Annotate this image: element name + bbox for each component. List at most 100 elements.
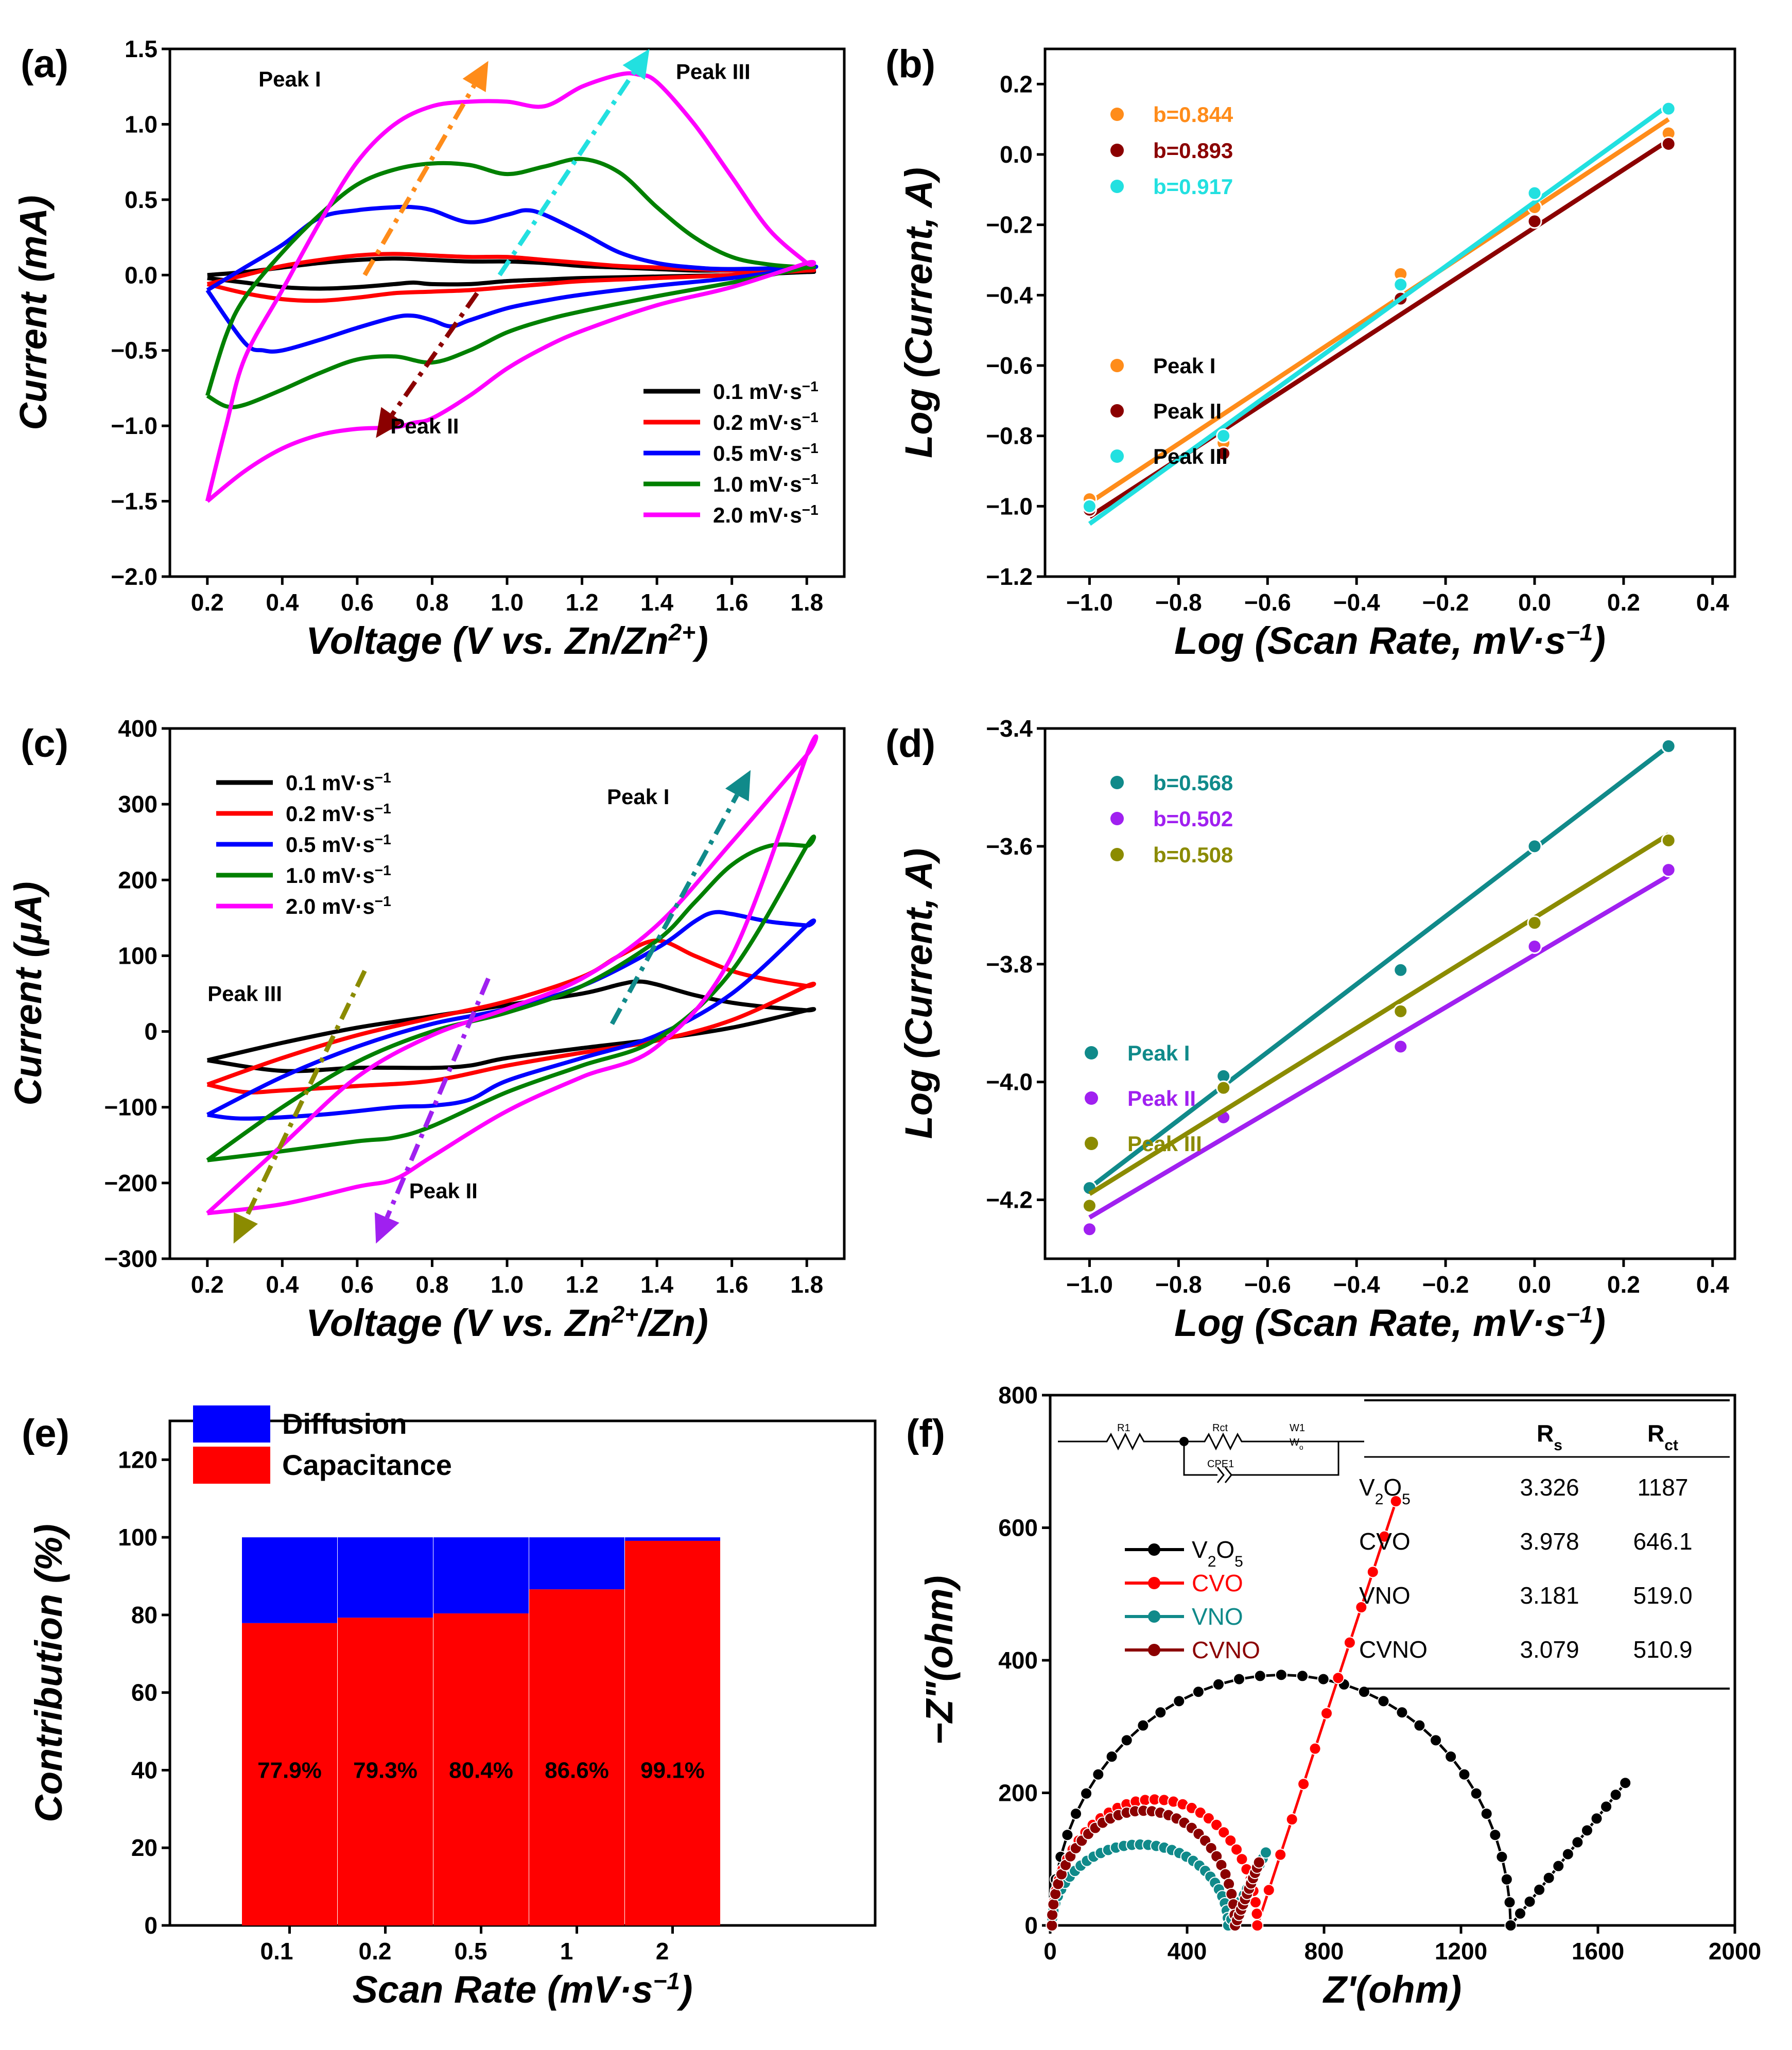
- x-tick-label: 2000: [1709, 1938, 1761, 1965]
- nyquist-point: [1470, 1787, 1483, 1800]
- y-tick-label: −200: [104, 1170, 158, 1196]
- x-tick-label: 1.2: [566, 1271, 599, 1298]
- bar-capacitance: [529, 1589, 624, 1925]
- legend-label-sub: 2: [1208, 1553, 1216, 1570]
- nyquist-point: [1504, 1919, 1517, 1932]
- y-tick-label: −3.6: [986, 833, 1033, 860]
- peak-arrow-line: [362, 84, 477, 276]
- nyquist-point: [1590, 1812, 1603, 1825]
- cv-curve-1.0: [205, 157, 816, 409]
- table-header-main: R: [1537, 1420, 1554, 1447]
- circuit-label-rct: Rct: [1212, 1422, 1228, 1434]
- x-tick-label: −0.8: [1155, 1271, 1202, 1298]
- y-tick-label: 60: [131, 1679, 158, 1706]
- nyquist-point: [1523, 1895, 1536, 1908]
- b-value-label: b=0.568: [1153, 771, 1233, 795]
- y-axis-title: Current (mA): [12, 195, 55, 430]
- x-tick-label: 800: [1304, 1938, 1344, 1965]
- x-tick-label: −0.4: [1333, 589, 1380, 616]
- legend-swatch: [193, 1405, 270, 1443]
- nyquist-point: [1500, 1873, 1513, 1886]
- legend-swatch: [193, 1447, 270, 1484]
- bar-data-label: 77.9%: [257, 1758, 322, 1783]
- table-header: Rct: [1647, 1420, 1678, 1454]
- circuit-label-w1: W1: [1290, 1422, 1305, 1434]
- peak-legend-label: Peak II: [1153, 399, 1222, 423]
- peak-arrow-label: Peak III: [676, 60, 751, 84]
- y-tick-label: −1.2: [986, 563, 1033, 590]
- peak-arrow-line: [385, 977, 491, 1219]
- fit-line: [1088, 832, 1670, 1196]
- data-point: [1082, 1222, 1097, 1237]
- nyquist-point: [1154, 1706, 1167, 1719]
- nyquist-point: [1430, 1734, 1442, 1747]
- nyquist-point: [1489, 1829, 1502, 1841]
- cv-curve-2.0: [206, 734, 819, 1215]
- nyquist-point: [1236, 1853, 1248, 1866]
- panel-label: (a): [21, 42, 68, 86]
- legend-label-main: 0.1 mV·s: [286, 771, 375, 795]
- nyquist-point: [1230, 1843, 1243, 1856]
- y-tick-label: 0: [144, 1912, 158, 1939]
- peak-legend-label: Peak I: [1153, 354, 1215, 378]
- nyquist-point: [1580, 1824, 1593, 1837]
- x-tick-label: 1200: [1435, 1938, 1487, 1965]
- legend-label-main: 0.5 mV·s: [713, 441, 802, 465]
- x-tick-label: 1600: [1572, 1938, 1624, 1965]
- x-tick-label: 0: [1043, 1938, 1057, 1965]
- y-tick-label: −1.5: [111, 488, 158, 515]
- x-tick-label: 1.6: [716, 1271, 749, 1298]
- table-cell-rs: 3.181: [1520, 1582, 1579, 1609]
- x-tick-label: 0.2: [1607, 589, 1640, 616]
- peak-legend-marker: [1110, 404, 1124, 418]
- legend-label-sup: −1: [802, 378, 819, 394]
- y-tick-label: −4.2: [986, 1187, 1033, 1213]
- nyquist-point: [1192, 1686, 1205, 1698]
- peak-legend-label: Peak III: [1127, 1132, 1202, 1156]
- table-header: Rs: [1537, 1420, 1562, 1454]
- table-row-name: CVNO: [1359, 1636, 1428, 1663]
- data-point: [1393, 1039, 1408, 1054]
- data-point: [1216, 1080, 1231, 1096]
- legend-label: 0.5 mV·s−1: [713, 440, 819, 466]
- y-axis-title: Log (Current, A): [897, 167, 940, 458]
- nyquist-point: [1609, 1788, 1622, 1801]
- x-axis-title-sup: −1: [1566, 619, 1593, 646]
- nyquist-point: [1552, 1860, 1565, 1872]
- row-name-main: O: [1383, 1474, 1402, 1501]
- x-tick-label: 1.2: [566, 589, 599, 616]
- peak-legend-marker: [1110, 449, 1124, 463]
- legend-label-sup: −1: [375, 862, 391, 878]
- circuit-label-cpe: CPE1: [1207, 1458, 1234, 1470]
- legend-label-sup: −1: [802, 502, 819, 518]
- x-tick-label: 0.0: [1518, 589, 1551, 616]
- data-point: [1661, 136, 1676, 151]
- peak-arrow-head: [725, 770, 751, 802]
- nyquist-point: [1202, 1812, 1215, 1825]
- data-point: [1527, 839, 1542, 854]
- x-axis-title-main: Log (Scan Rate, mV·s: [1174, 1301, 1566, 1344]
- legend-label-sup: −1: [802, 409, 819, 425]
- legend-label-main: 2.0 mV·s: [286, 894, 375, 918]
- nyquist-point: [1092, 1768, 1105, 1781]
- nyquist-point: [1495, 1850, 1508, 1863]
- table-header-sub: ct: [1664, 1437, 1678, 1454]
- nyquist-point: [1120, 1734, 1133, 1747]
- nyquist-point: [1061, 1829, 1074, 1841]
- x-axis-title: Z'(ohm): [1323, 1968, 1462, 2011]
- nyquist-point: [1049, 1888, 1062, 1901]
- peak-arrow-line: [497, 71, 636, 276]
- nyquist-point: [1285, 1813, 1298, 1826]
- x-tick-label: −0.4: [1333, 1271, 1380, 1298]
- x-tick-label: 1.0: [491, 1271, 524, 1298]
- x-tick-label: 0.8: [415, 589, 448, 616]
- nyquist-point: [1533, 1883, 1546, 1896]
- table-cell-rs: 3.326: [1520, 1474, 1579, 1501]
- panel-f-nyquist: 0 400 800 1200 1600 2000 0 200 400 600 800 Z'(ohm) −…: [906, 1382, 1761, 2011]
- panel-label: (e): [22, 1412, 69, 1455]
- data-point: [1661, 862, 1676, 878]
- legend-label: 0.2 mV·s−1: [713, 409, 819, 435]
- legend-label: VNO: [1192, 1603, 1243, 1630]
- x-tick-label: 0.5: [455, 1938, 488, 1965]
- x-tick-label: 0.6: [341, 1271, 374, 1298]
